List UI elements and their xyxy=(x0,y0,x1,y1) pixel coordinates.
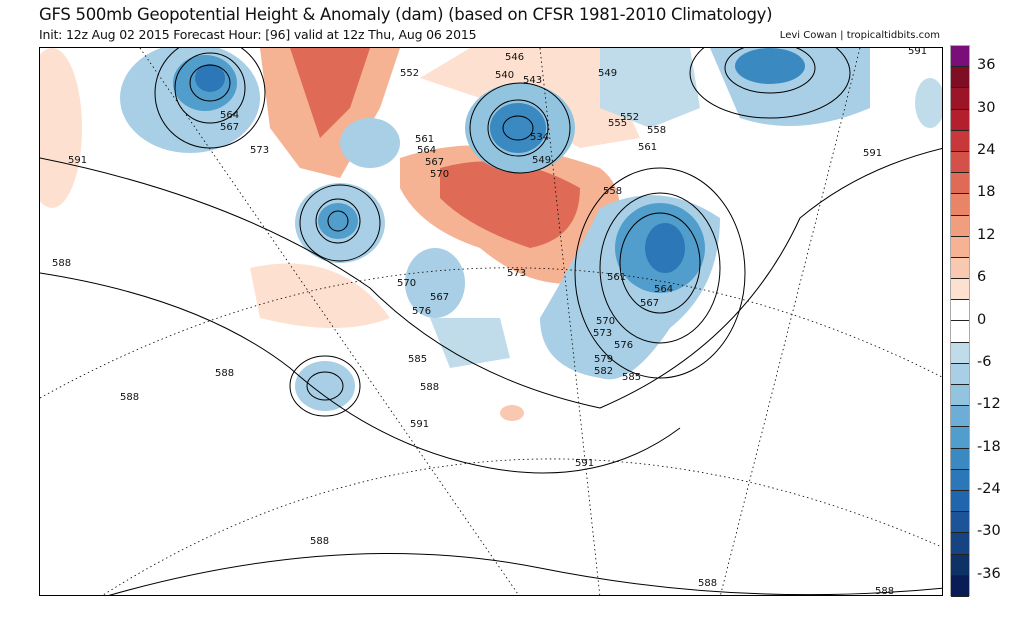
contour-label: 561 xyxy=(638,142,657,153)
contour-label: 543 xyxy=(523,75,542,86)
contour-label: 549 xyxy=(532,155,551,166)
colorbar-bin xyxy=(951,279,969,301)
colorbar xyxy=(950,45,970,597)
colorbar-label: 36 xyxy=(977,57,996,74)
colorbar-bin xyxy=(951,321,969,343)
colorbar-bin xyxy=(951,491,969,513)
colorbar-label: 0 xyxy=(977,311,987,328)
contour-label: 588 xyxy=(120,392,139,403)
contour-label: 582 xyxy=(594,366,613,377)
contour-label: 567 xyxy=(425,157,444,168)
colorbar-bin xyxy=(951,130,969,152)
contour-label: 573 xyxy=(593,328,612,339)
colorbar-bin xyxy=(951,575,969,597)
colorbar-bin xyxy=(951,363,969,386)
colorbar-bin xyxy=(951,215,969,237)
contour-label: 534 xyxy=(530,132,549,143)
contour-label: 588 xyxy=(52,258,71,269)
colorbar-label: -6 xyxy=(977,353,992,370)
contour-label: 564 xyxy=(417,145,436,156)
colorbar-bin xyxy=(951,257,969,280)
colorbar-bin xyxy=(951,300,969,322)
colorbar-bin xyxy=(951,67,969,89)
colorbar-label: -36 xyxy=(977,565,1001,582)
colorbar-bin xyxy=(951,236,969,258)
colorbar-bin xyxy=(951,194,969,216)
colorbar-label: -30 xyxy=(977,523,1001,540)
colorbar-bin xyxy=(951,88,969,110)
map-title: GFS 500mb Geopotential Height & Anomaly … xyxy=(39,5,773,24)
contour-label: 552 xyxy=(400,68,419,79)
contour-label: 561 xyxy=(415,134,434,145)
contour-label: 567 xyxy=(640,298,659,309)
contour-label: 564 xyxy=(654,284,673,295)
contour-label: 573 xyxy=(250,145,269,156)
contour-label: 588 xyxy=(420,382,439,393)
colorbar-bin xyxy=(951,448,969,470)
colorbar-label: -12 xyxy=(977,396,1001,413)
anomaly-shading xyxy=(40,48,942,421)
contour-label: 591 xyxy=(863,148,882,159)
contour-label: 588 xyxy=(310,536,329,547)
colorbar-label: 30 xyxy=(977,99,996,116)
contour-label: 588 xyxy=(215,368,234,379)
colorbar-bin xyxy=(951,46,969,68)
contour-label: 567 xyxy=(430,292,449,303)
contour-label: 552 xyxy=(620,112,639,123)
colorbar-bin xyxy=(951,554,969,576)
contour-label: 549 xyxy=(598,68,617,79)
contour-label: 558 xyxy=(647,125,666,136)
map-subtitle: Init: 12z Aug 02 2015 Forecast Hour: [96… xyxy=(39,27,477,42)
contour-label: 567 xyxy=(220,122,239,133)
contour-label: 564 xyxy=(220,110,239,121)
colorbar-bin xyxy=(951,385,969,407)
contour-label: 576 xyxy=(412,306,431,317)
grid-lines xyxy=(40,48,942,595)
colorbar-label: -24 xyxy=(977,481,1001,498)
contour-label: 570 xyxy=(397,278,416,289)
colorbar-bin xyxy=(951,109,969,131)
colorbar-label: 12 xyxy=(977,226,996,243)
colorbar-bin xyxy=(951,173,969,195)
colorbar-bin xyxy=(951,533,969,555)
credit: Levi Cowan | tropicaltidbits.com xyxy=(779,30,940,41)
colorbar-bin xyxy=(951,151,969,174)
map-panel: 564 567 573 591 588 588 588 588 552 546 540 543 534 5… xyxy=(39,47,943,596)
contour-label: 591 xyxy=(68,155,87,166)
contour-label: 585 xyxy=(408,354,427,365)
height-contours xyxy=(40,48,942,595)
contour-label: 579 xyxy=(594,354,613,365)
contour-label: 558 xyxy=(603,186,622,197)
contour-label: 573 xyxy=(507,268,526,279)
contour-label: 591 xyxy=(575,458,594,469)
colorbar-bin xyxy=(951,406,969,428)
contour-label: 540 xyxy=(495,70,514,81)
contour-label: 591 xyxy=(908,48,927,57)
contour-label: 570 xyxy=(430,169,449,180)
contour-label: 561 xyxy=(607,272,626,283)
contour-label: 576 xyxy=(614,340,633,351)
colorbar-label: 24 xyxy=(977,141,996,158)
contour-label: 570 xyxy=(596,316,615,327)
colorbar-label: 6 xyxy=(977,269,987,286)
contour-label: 588 xyxy=(698,578,717,589)
colorbar-bin xyxy=(951,342,969,364)
colorbar-label: -18 xyxy=(977,438,1001,455)
colorbar-bin xyxy=(951,427,969,449)
colorbar-bin xyxy=(951,469,969,492)
contour-label: 588 xyxy=(875,586,894,596)
contour-label: 585 xyxy=(622,372,641,383)
colorbar-label: 18 xyxy=(977,184,996,201)
contour-label: 546 xyxy=(505,52,524,63)
contour-label: 555 xyxy=(608,118,627,129)
colorbar-bin xyxy=(951,512,969,534)
contour-label: 591 xyxy=(410,419,429,430)
